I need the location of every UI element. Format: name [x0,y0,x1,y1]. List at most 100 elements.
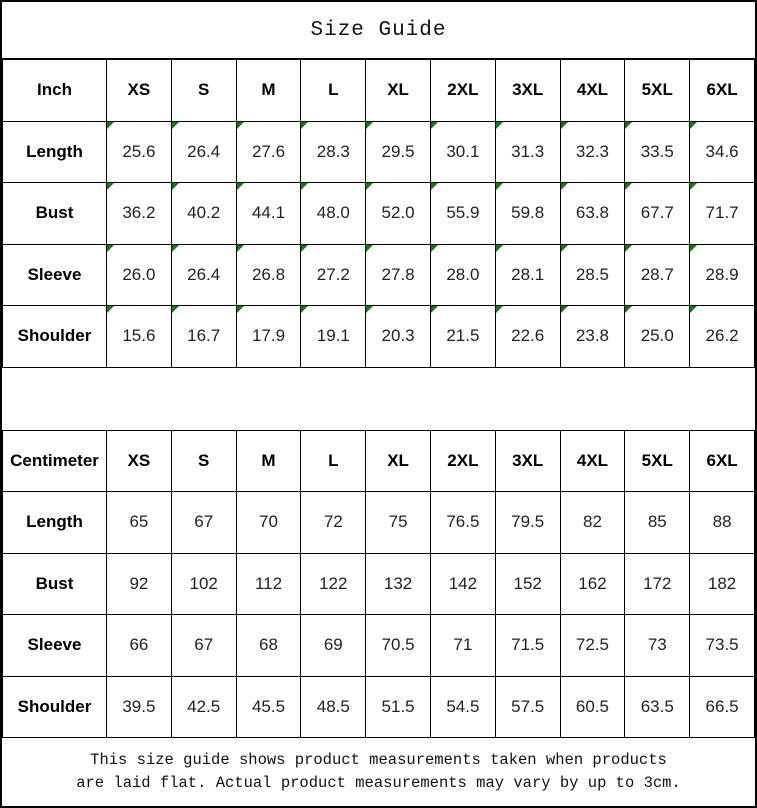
measurement-value-cell: 19.1 [300,305,367,368]
measurement-row: Bust 36.2 40.2 44.1 48.0 52.0 55.9 59.8 63.8 67.7… [2,182,755,245]
measurement-value-cell: 20.3 [365,305,431,368]
cell-corner-marker-icon [301,306,309,313]
measurement-value: 70.5 [381,635,415,655]
measurement-value-cell: 70 [235,491,302,554]
measurement-row-label: Length [2,491,107,554]
measurement-value: 66 [129,635,149,655]
cell-corner-marker-icon [107,244,114,252]
measurement-value-cell: 68 [235,614,302,677]
measurement-value: 67 [194,635,214,655]
cell-corner-marker-icon [690,183,698,190]
size-header-cell: L [300,429,367,492]
measurement-value-cell: 66 [106,614,172,677]
measurement-value-cell: 26.8 [235,243,302,306]
measurement-row: Bust 92 102 112 122 132 142 152 162 172 182 [2,552,755,615]
measurement-value: 32.3 [575,141,610,161]
cell-corner-marker-icon [366,306,374,313]
measurement-value-cell: 16.7 [170,305,237,368]
measurement-value-cell: 55.9 [429,182,496,245]
size-header-cell: XS [106,429,172,492]
cell-corner-marker-icon [430,306,438,313]
measurement-value-cell: 69 [300,614,367,677]
measurement-row: Length 65 67 70 72 75 76.5 79.5 82 85 88 [2,491,755,554]
cell-corner-marker-icon [625,121,633,129]
measurement-value: 45.5 [251,696,286,716]
measurement-value-cell: 28.9 [689,243,755,306]
measurement-value: 28.3 [316,141,350,161]
size-header-cell: S [170,429,237,492]
measurement-value: 33.5 [640,141,674,161]
cell-corner-marker-icon [107,306,114,313]
measurement-value: 85 [647,512,667,532]
measurement-value: 71.5 [511,635,545,655]
unit-header-cell: Centimeter [2,429,107,492]
measurement-value-cell: 82 [559,491,626,554]
measurement-value: 26.4 [187,141,221,161]
measurement-value-cell: 76.5 [429,491,496,554]
measurement-value: 152 [513,573,542,593]
measurement-value-cell: 29.5 [365,120,431,183]
measurement-value: 54.5 [446,696,480,716]
measurement-value-cell: 60.5 [559,675,626,738]
measurement-value-cell: 22.6 [494,305,561,368]
measurement-value: 76.5 [446,512,480,532]
cell-corner-marker-icon [430,183,438,190]
measurement-value: 67 [194,512,214,532]
measurement-value: 28.0 [446,264,480,284]
cell-corner-marker-icon [236,183,244,190]
measurement-value: 27.6 [251,141,286,161]
measurement-value: 73.5 [705,635,739,655]
measurement-value: 26.4 [187,264,221,284]
measurement-value-cell: 57.5 [494,675,561,738]
measurement-row: Length 25.6 26.4 27.6 28.3 29.5 30.1 31.3 32.3 33… [2,120,755,183]
cell-corner-marker-icon [690,121,698,129]
measurement-value: 30.1 [446,141,480,161]
measurement-value-cell: 15.6 [106,305,172,368]
footer-line-2: are laid flat. Actual product measuremen… [76,774,681,792]
size-header-cell: M [235,59,302,122]
measurement-value-cell: 102 [170,552,237,615]
measurement-value-cell: 112 [235,552,302,615]
size-header-cell: XL [365,429,431,492]
measurement-row-label: Bust [2,182,107,245]
measurement-value: 28.7 [640,264,674,284]
measurement-row-label: Shoulder [2,675,107,738]
cell-corner-marker-icon [625,244,633,252]
cell-corner-marker-icon [236,121,244,129]
measurement-value-cell: 26.0 [106,243,172,306]
cell-corner-marker-icon [430,121,438,129]
size-header-cell: 2XL [429,429,496,492]
measurement-value-cell: 28.1 [494,243,561,306]
measurement-value-cell: 182 [689,552,755,615]
measurement-value: 63.5 [640,696,674,716]
measurement-value: 31.3 [511,141,545,161]
cell-corner-marker-icon [625,306,633,313]
measurement-value-cell: 63.5 [624,675,691,738]
measurement-value: 79.5 [511,512,545,532]
measurement-value: 82 [583,512,602,532]
measurement-value: 67.7 [640,203,674,223]
measurement-value-cell: 71 [429,614,496,677]
measurement-value: 60.5 [575,696,610,716]
cell-corner-marker-icon [366,183,374,190]
size-header-cell: XL [365,59,431,122]
cell-corner-marker-icon [236,244,244,252]
measurement-value: 55.9 [446,203,480,223]
measurement-value-cell: 32.3 [559,120,626,183]
measurement-row: Shoulder 39.5 42.5 45.5 48.5 51.5 54.5 57.5 60.5… [2,675,755,738]
measurement-value: 48.5 [316,696,350,716]
measurement-value: 48.0 [316,203,350,223]
size-header-cell: 4XL [559,429,626,492]
measurement-value: 44.1 [251,203,286,223]
footer-line-1: This size guide shows product measuremen… [90,750,667,769]
measurement-value: 27.2 [316,264,350,284]
cell-corner-marker-icon [495,244,503,252]
cell-corner-marker-icon [301,244,309,252]
cell-corner-marker-icon [560,121,568,129]
measurement-value: 71.7 [705,203,739,223]
measurement-value: 51.5 [381,696,415,716]
measurement-value: 25.6 [122,141,156,161]
measurement-value-cell: 26.4 [170,243,237,306]
measurement-value: 42.5 [187,696,221,716]
